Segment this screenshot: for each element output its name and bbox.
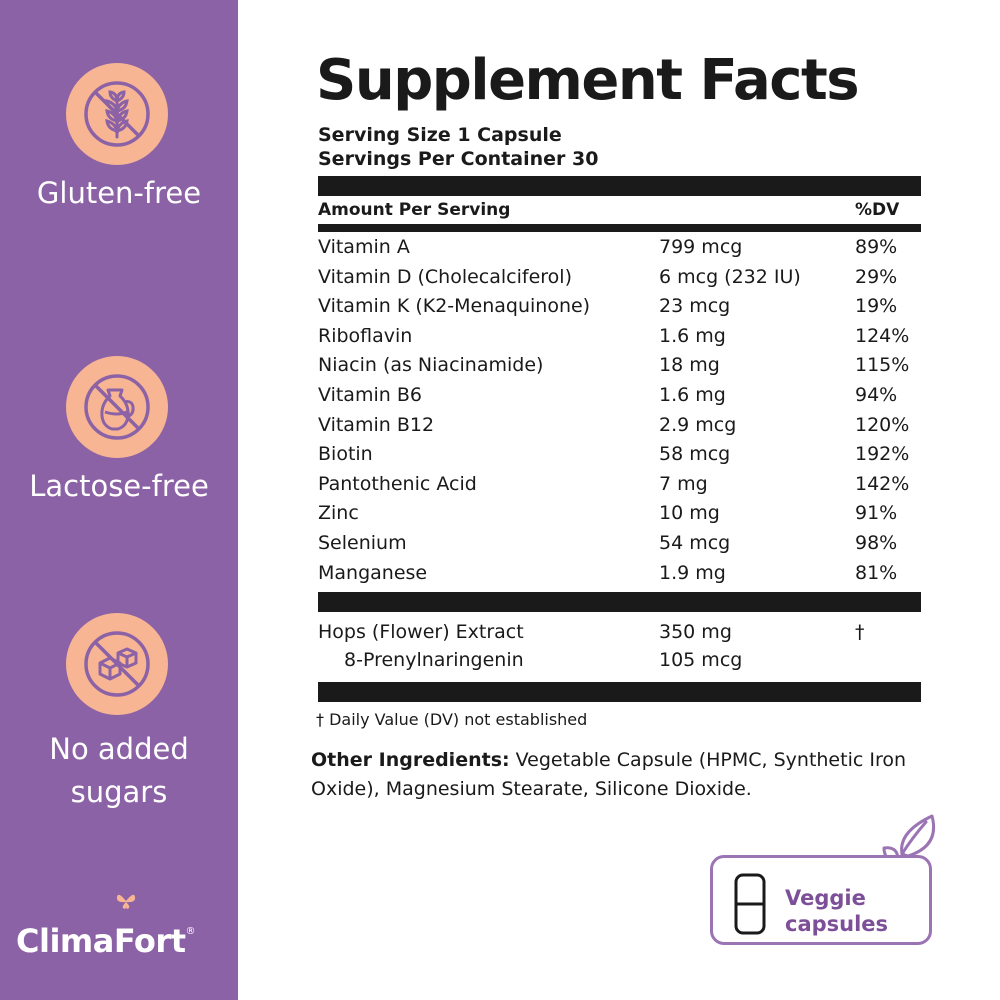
nutrient-row: Vitamin A 799 mcg 89% (318, 233, 921, 262)
butterfly-icon (116, 894, 136, 909)
nutrient-amount: 799 mcg (659, 236, 743, 258)
nutrient-amount: 10 mg (659, 502, 720, 525)
nutrient-name: Vitamin A (318, 236, 410, 258)
nutrient-amount: 1.9 mg (659, 561, 726, 584)
nutrient-row: Vitamin B12 2.9 mcg 120% (318, 411, 921, 440)
amount-per-serving-header: Amount Per Serving (318, 200, 511, 220)
bottom-bar (318, 682, 921, 702)
nutrient-row: Riboflavin 1.6 mg 124% (318, 322, 921, 351)
nutrient-dv: 19% (855, 295, 898, 318)
nutrient-amount: 54 mcg (659, 532, 731, 554)
nutrient-row: Manganese 1.9 mg 81% (318, 559, 921, 588)
dv-header: %DV (855, 200, 900, 220)
sub-extract-name: 8-Prenylnaringenin (344, 649, 524, 671)
nutrient-amount: 2.9 mcg (659, 413, 737, 436)
veggie-capsules-badge (710, 855, 932, 945)
extract-row: Hops (Flower) Extract 350 mg † (318, 618, 921, 647)
nutrient-name: Selenium (318, 532, 407, 554)
section-bar (318, 592, 921, 612)
nutrient-row: Vitamin K (K2-Menaquinone) 23 mcg 19% (318, 292, 921, 321)
brand-logo: ClimaFort® (16, 922, 195, 960)
veggie-capsules-label: Veggie capsules (785, 885, 888, 937)
nutrient-dv: 142% (855, 472, 910, 495)
nutrient-name: Vitamin B6 (318, 384, 422, 406)
capsule-icon (734, 873, 766, 935)
veggie-line2: capsules (785, 912, 889, 936)
extract-name: Hops (Flower) Extract (318, 621, 524, 643)
nutrient-name: Riboflavin (318, 324, 413, 347)
nutrient-amount: 1.6 mg (659, 324, 726, 347)
nutrient-amount: 58 mcg (659, 443, 731, 466)
nutrient-dv: 120% (855, 413, 910, 436)
nutrient-name: Vitamin B12 (318, 413, 435, 436)
nutrient-row: Biotin 58 mcg 192% (318, 440, 921, 469)
nutrient-amount: 18 mg (659, 354, 720, 377)
nutrient-name: Biotin (318, 443, 373, 466)
lactose-free-label: Lactose-free (29, 469, 209, 503)
page-title: Supplement Facts (316, 48, 860, 113)
other-ingredients-text: Vegetable Capsule (HPMC, Synthetic Iron … (311, 749, 907, 800)
milk-jug-crossed-icon (66, 356, 168, 458)
nutrient-dv: 124% (855, 324, 910, 347)
nutrient-dv: 91% (855, 502, 898, 525)
nutrient-name: Niacin (as Niacinamide) (318, 354, 544, 377)
brand-name: ClimaFort (16, 922, 186, 960)
nutrient-row: Zinc 10 mg 91% (318, 499, 921, 528)
extract-amount: 350 mg (659, 621, 732, 643)
no-added-sugars-label-line2: sugars (70, 775, 168, 809)
no-added-sugars-label-line1: No added (49, 732, 189, 766)
footnote: † Daily Value (DV) not established (316, 710, 588, 729)
nutrient-name: Manganese (318, 561, 428, 584)
nutrient-amount: 7 mg (659, 472, 708, 495)
nutrient-dv: 192% (855, 443, 910, 466)
nutrient-row: Vitamin B6 1.6 mg 94% (318, 381, 921, 410)
nutrient-dv: 115% (855, 354, 910, 377)
nutrient-amount: 6 mcg (232 IU) (659, 265, 801, 288)
nutrient-dv: 29% (855, 265, 898, 288)
header-bar (318, 176, 921, 196)
nutrient-dv: 81% (855, 561, 898, 584)
wheat-crossed-icon (66, 63, 168, 165)
sidebar: Gluten-free Lactose-free No added s (0, 0, 238, 1000)
other-ingredients-label: Other Ingredients: (311, 749, 510, 771)
nutrient-name: Zinc (318, 502, 359, 525)
registered-mark: ® (185, 926, 195, 937)
servings-per-container: Servings Per Container 30 (318, 148, 599, 170)
extract-dv: † (855, 621, 865, 643)
nutrient-amount: 1.6 mg (659, 384, 726, 406)
nutrient-name: Pantothenic Acid (318, 472, 477, 495)
nutrient-dv: 98% (855, 532, 898, 554)
serving-size: Serving Size 1 Capsule (318, 124, 562, 146)
nutrient-dv: 89% (855, 236, 898, 258)
nutrient-name: Vitamin D (Cholecalciferol) (318, 265, 572, 288)
nutrient-row: Pantothenic Acid 7 mg 142% (318, 470, 921, 499)
nutrient-row: Vitamin D (Cholecalciferol) 6 mcg (232 IU… (318, 263, 921, 292)
nutrient-row: Selenium 54 mcg 98% (318, 529, 921, 558)
other-ingredients: Other Ingredients: Vegetable Capsule (HP… (311, 746, 931, 804)
nutrient-dv: 94% (855, 384, 898, 406)
nutrient-name: Vitamin K (K2-Menaquinone) (318, 295, 591, 318)
header-divider (318, 224, 921, 232)
veggie-line1: Veggie (785, 886, 866, 910)
sugar-cubes-crossed-icon (66, 613, 168, 715)
sub-extract-amount: 105 mcg (659, 649, 743, 671)
sub-extract-row: 8-Prenylnaringenin 105 mcg (318, 646, 921, 675)
nutrient-row: Niacin (as Niacinamide) 18 mg 115% (318, 351, 921, 380)
gluten-free-label: Gluten-free (36, 176, 202, 210)
nutrient-amount: 23 mcg (659, 295, 731, 318)
